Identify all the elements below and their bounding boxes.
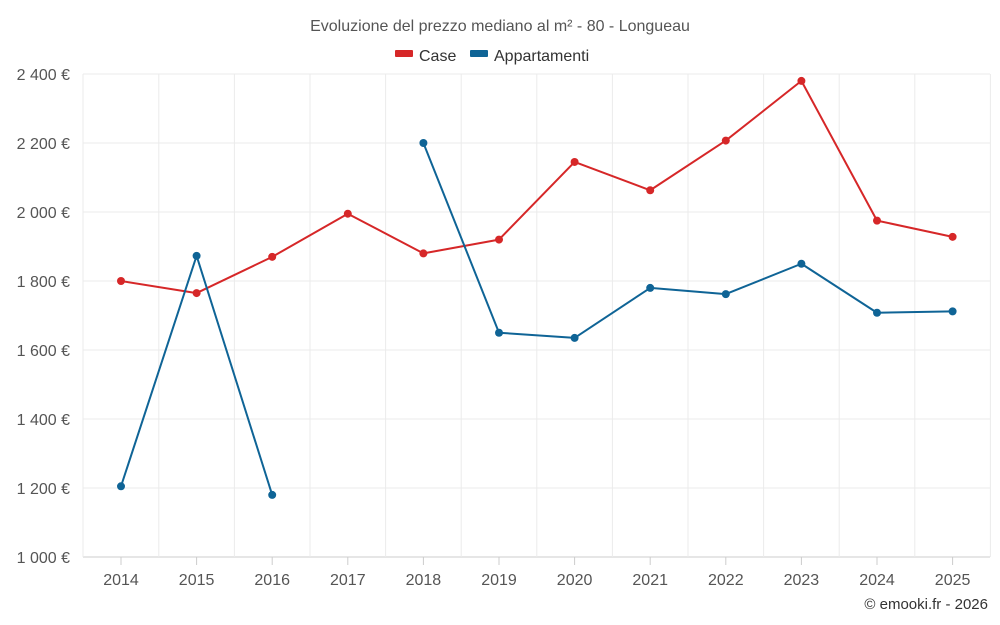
y-tick-label: 2 400 € [17,67,70,84]
series-line-case [120,79,953,295]
data-point-appartamenti[interactable] [721,290,730,299]
data-point-appartamenti[interactable] [570,333,579,342]
data-point-case[interactable] [873,216,881,225]
x-axis-ticks: 2014 2015 2016 2017 2018 2019 2020 2021 2022 2023… [103,572,970,589]
data-point-case[interactable] [268,252,277,261]
x-tick-label: 2019 [481,572,517,589]
legend-item-appartamenti[interactable]: Appartamenti [470,48,589,65]
data-point-case[interactable] [343,209,352,218]
data-point-case[interactable] [192,289,201,298]
y-tick-label: 1 000 € [17,550,70,567]
data-point-appartamenti[interactable] [495,328,503,337]
data-point-case[interactable] [419,249,428,258]
series-appartamenti [117,139,957,499]
series-case [117,76,957,298]
x-tick-label: 2016 [254,572,290,589]
y-tick-label: 1 600 € [17,343,70,360]
y-tick-label: 2 200 € [17,136,70,153]
data-point-case[interactable] [797,76,806,85]
series-layer [117,76,957,499]
x-tick-label: 2021 [632,572,668,589]
legend-item-case[interactable]: Case [395,48,456,65]
data-point-case[interactable] [117,277,125,285]
x-tick-label: 2023 [784,572,820,589]
data-point-appartamenti[interactable] [419,139,428,147]
y-tick-label: 2 000 € [17,205,70,222]
data-point-appartamenti[interactable] [948,307,957,316]
data-point-appartamenti[interactable] [268,490,277,499]
data-point-appartamenti[interactable] [646,283,655,292]
legend-swatch-case [395,50,413,57]
legend-label-appartamenti: Appartamenti [494,48,589,65]
data-point-appartamenti[interactable] [873,308,881,317]
x-tick-label: 2014 [103,572,139,589]
data-point-case[interactable] [948,232,957,241]
grid [82,73,991,565]
legend-swatch-appartamenti [470,50,488,57]
y-tick-label: 1 400 € [17,412,70,429]
data-point-case[interactable] [570,157,579,166]
x-tick-label: 2015 [179,572,215,589]
x-tick-label: 2025 [935,572,971,589]
x-tick-label: 2024 [859,572,895,589]
data-point-case[interactable] [495,235,503,244]
legend-label-case: Case [419,48,456,65]
data-point-case[interactable] [646,186,655,195]
x-tick-label: 2020 [557,572,593,589]
y-tick-label: 1 200 € [17,481,70,498]
data-point-appartamenti[interactable] [192,251,201,260]
credit: © emooki.fr - 2026 [864,596,988,613]
x-tick-label: 2018 [406,572,442,589]
data-point-appartamenti[interactable] [797,259,806,268]
data-point-appartamenti[interactable] [117,482,125,491]
series-line-appartamenti [422,142,953,339]
chart-title: Evoluzione del prezzo mediano al m² - 80… [310,18,690,35]
y-tick-label: 1 800 € [17,274,70,291]
x-tick-label: 2022 [708,572,744,589]
x-tick-label: 2017 [330,572,366,589]
data-point-case[interactable] [721,136,730,145]
y-axis-ticks: 1 000 € 1 200 € 1 400 € 1 600 € 1 800 € 2 000… [17,67,70,567]
legend: Case Appartamenti [395,48,589,65]
